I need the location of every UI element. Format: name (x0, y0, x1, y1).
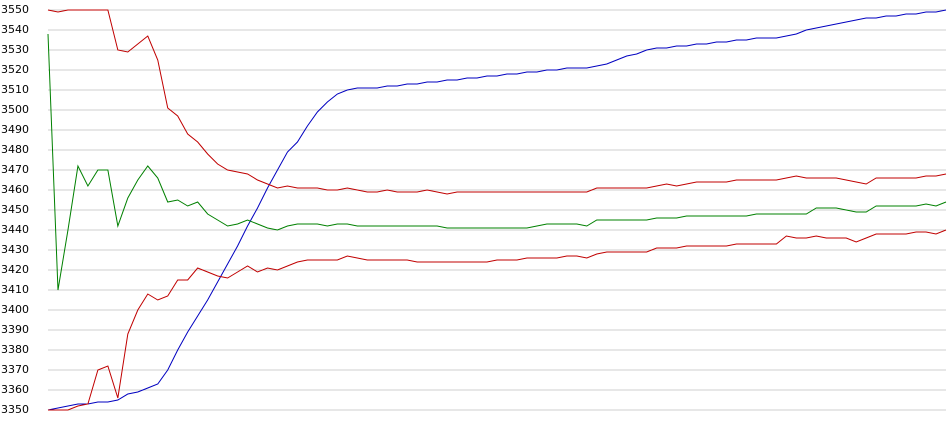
y-tick-label: 3430 (1, 243, 29, 256)
y-tick-label: 3380 (1, 343, 29, 356)
y-tick-label: 3370 (1, 363, 29, 376)
y-tick-label: 3500 (1, 103, 29, 116)
y-tick-label: 3490 (1, 123, 29, 136)
series-line (47, 33, 947, 291)
y-tick-label: 3410 (1, 283, 29, 296)
y-tick-label: 3540 (1, 23, 29, 36)
y-tick-label: 3400 (1, 303, 29, 316)
y-tick-label: 3450 (1, 203, 29, 216)
y-tick-label: 3480 (1, 143, 29, 156)
y-tick-label: 3550 (1, 3, 29, 16)
series-line (47, 9, 947, 411)
y-tick-label: 3510 (1, 83, 29, 96)
y-tick-label: 3390 (1, 323, 29, 336)
series-line (47, 9, 947, 195)
series-line (48, 229, 947, 411)
y-tick-label: 3470 (1, 163, 29, 176)
y-tick-label: 3440 (1, 223, 29, 236)
y-tick-label: 3420 (1, 263, 29, 276)
y-tick-label: 3350 (1, 403, 29, 416)
y-tick-label: 3530 (1, 43, 29, 56)
y-tick-label: 3460 (1, 183, 29, 196)
y-tick-label: 3360 (1, 383, 29, 396)
y-tick-label: 3520 (1, 63, 29, 76)
